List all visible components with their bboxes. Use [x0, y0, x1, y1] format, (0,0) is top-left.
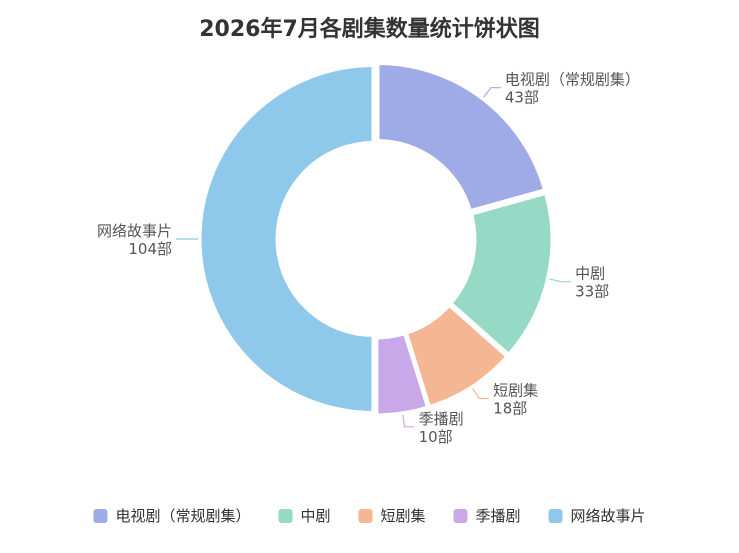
- pie-slice-1: [375, 61, 548, 214]
- legend-label-2: 中剧: [300, 507, 330, 525]
- slice-label-name-5: 网络故事片: [97, 222, 172, 240]
- chart-title: 2026年7月各剧集数量统计饼状图: [199, 16, 540, 42]
- legend-item-1[interactable]: 电视剧（常规剧集）: [93, 507, 250, 525]
- leader-line-1: [483, 87, 501, 98]
- slice-label-name-1: 电视剧（常规剧集）: [505, 71, 640, 89]
- slice-label-value-1: 43部: [505, 89, 539, 107]
- slice-label-value-3: 18部: [493, 400, 527, 418]
- leader-line-2: [549, 278, 572, 283]
- legend-swatch-4: [453, 509, 468, 523]
- slice-label-name-3: 短剧集: [493, 382, 538, 400]
- pie-slice-4: [374, 331, 431, 418]
- legend-swatch-5: [548, 509, 563, 523]
- legend-item-2[interactable]: 中剧: [278, 507, 330, 525]
- legend-label-3: 短剧集: [380, 507, 425, 525]
- leader-line-4: [402, 414, 415, 428]
- slice-label-name-2: 中剧: [575, 265, 605, 283]
- legend-swatch-1: [93, 509, 108, 523]
- legend-item-5[interactable]: 网络故事片: [548, 507, 646, 525]
- legend-item-4[interactable]: 季播剧: [453, 507, 521, 525]
- slice-label-value-2: 33部: [575, 283, 609, 301]
- slice-label-value-4: 10部: [419, 428, 453, 446]
- legend-swatch-2: [278, 509, 293, 523]
- legend-label-4: 季播剧: [476, 507, 521, 525]
- slice-label-name-4: 季播剧: [419, 410, 464, 428]
- legend: 电视剧（常规剧集） 中剧 短剧集 季播剧 网络故事片: [93, 507, 646, 525]
- leader-line-3: [472, 388, 490, 400]
- pie-slice-2: [448, 190, 555, 357]
- legend-label-5: 网络故事片: [571, 507, 646, 525]
- legend-swatch-3: [358, 509, 373, 523]
- legend-label-1: 电视剧（常规剧集）: [115, 507, 250, 525]
- pie-slices: [197, 61, 555, 418]
- legend-item-3[interactable]: 短剧集: [358, 507, 426, 525]
- pie-slice-5: [197, 63, 376, 415]
- slice-label-value-5: 104部: [128, 240, 172, 258]
